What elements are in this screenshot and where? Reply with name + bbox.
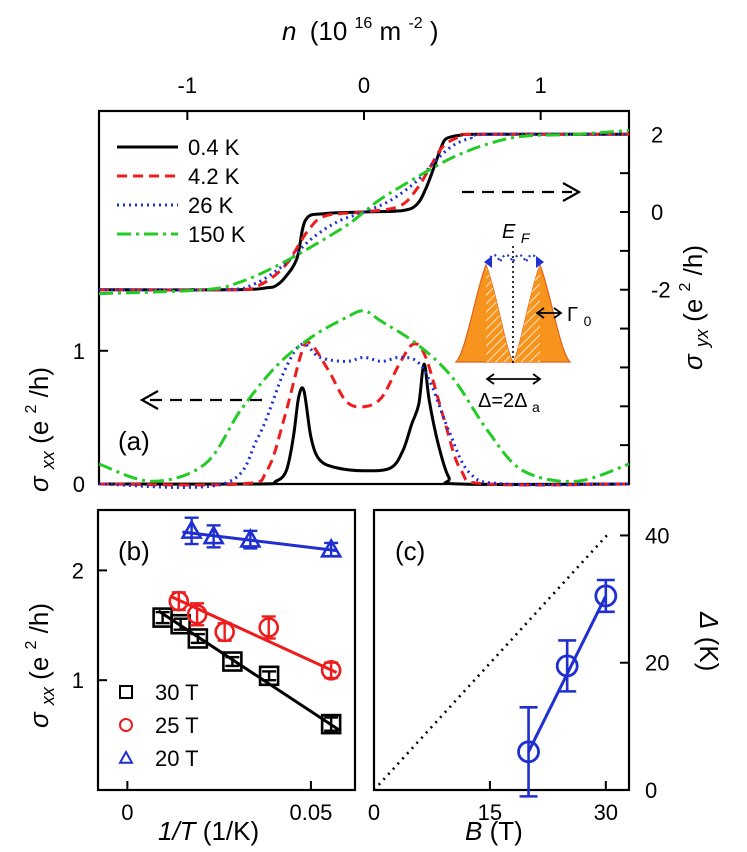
legend-triangle-icon [118, 749, 134, 764]
point-gap [555, 654, 579, 678]
panel-c-label: (c) [395, 536, 425, 566]
gamma-width-marker [535, 307, 563, 319]
point-30T [187, 628, 209, 649]
legend-marker [119, 718, 133, 732]
panel-c-data [373, 531, 618, 798]
panel-b-frame [96, 508, 357, 792]
right-tick-label: 2 [651, 122, 663, 147]
panel-a-legend: 0.4 K 4.2 K 26 K 150 K [117, 135, 246, 247]
panel-b-ylabel: σ xx (e 2 /h) [12, 603, 60, 728]
point-30T [222, 651, 243, 672]
curve-sigma-xx-4.2K [98, 340, 630, 487]
point-20T [239, 528, 262, 548]
curve-sigma-yx-0.4K [98, 132, 630, 292]
delta-width-marker [485, 373, 542, 385]
panel-c-frame [372, 508, 631, 792]
hopping-arcs [486, 253, 540, 265]
fermi-level-label: E F [502, 221, 531, 246]
point-20T [202, 524, 225, 545]
legend-label: 0.4 K [188, 135, 240, 160]
legend-label: 25 T [155, 713, 199, 738]
panel-b-label: (b) [118, 536, 150, 566]
left-peak-hatch [486, 265, 513, 362]
point-20T [319, 537, 343, 558]
delta-label: Δ=2Δ a [478, 390, 540, 415]
curve-sigma-yx-26K [98, 132, 630, 292]
right-peak-hatch [513, 265, 540, 362]
panel-a-curves [98, 128, 630, 489]
legend-label: 4.2 K [188, 164, 240, 189]
panel-c: B (T) Δ (K) 0 15 30 0 20 40 (c) [368, 508, 724, 846]
top-axis-title: n (10 16 m -2 ) [282, 4, 439, 46]
panel-b: σ xx (e 2 /h) 1/T (1/K) 0 0.05 1 2 (b) 30 T… [12, 508, 357, 846]
right-axis-title: σ yx (e 2 /h) [666, 245, 714, 370]
x-tick-label: 30 [594, 800, 618, 825]
panel-c-ylabel: Δ (K) [694, 611, 724, 671]
point-25T [186, 604, 208, 625]
arrow-right-sigma-yx [462, 182, 582, 202]
panel-a-ticks: -1 0 1 0 1 2 0 -2 [73, 73, 671, 497]
point-20T [180, 519, 203, 539]
panel-a-label: (a) [118, 426, 150, 456]
x-tick-label: 15 [478, 800, 502, 825]
legend-label: 30 T [155, 680, 199, 705]
panel-b-data [152, 516, 343, 735]
panel-c-xlabel: B (T) [465, 816, 523, 846]
y-tick-label: 0 [645, 778, 657, 803]
panel-a: n (10 16 m -2 ) σ xx (e 2 /h) σ yx (e 2 … [12, 4, 714, 497]
y-tick-label: 40 [645, 523, 669, 548]
legend-label: 26 K [188, 193, 234, 218]
curve-sigma-xx-150K [98, 309, 630, 484]
point-30T [258, 665, 280, 687]
x-tick-label: 0 [368, 800, 380, 825]
legend-label: 20 T [155, 746, 199, 771]
curve-sigma-yx-150K [98, 128, 630, 296]
point-gap [594, 584, 618, 608]
point-gap [517, 740, 540, 764]
panel-b-legend: 30 T 25 T 20 T [118, 680, 199, 771]
curve-sigma-xx-0.4K [98, 362, 630, 486]
hop-arrow-right-icon [536, 256, 544, 268]
hop-arrow-left-icon [484, 256, 492, 268]
top-tick-label: 0 [358, 73, 370, 98]
point-25T [320, 660, 342, 681]
point-25T [168, 590, 190, 612]
y-tick-label: 1 [72, 668, 84, 693]
curve-sigma-xx-26K [98, 342, 630, 489]
legend-label: 150 K [188, 222, 246, 247]
arrow-left-sigma-xx [139, 390, 262, 410]
gamma-label: Γ 0 [567, 304, 592, 329]
x-tick-label: 0.05 [290, 800, 333, 825]
left-tick-label: 1 [73, 339, 85, 364]
legend-marker [118, 749, 134, 764]
landau-level-inset: E F Γ 0 Δ=2Δ a [454, 221, 592, 415]
top-tick-label: 1 [535, 73, 547, 98]
panel-c-ticks: 0 15 30 0 20 40 [368, 523, 670, 825]
panel-b-ticks: 0 0.05 1 2 [72, 558, 333, 825]
x-tick-label: 0 [121, 800, 133, 825]
top-tick-label: -1 [178, 73, 198, 98]
legend-circle-icon [119, 718, 133, 732]
point-25T [214, 621, 235, 643]
right-tick-label: 0 [651, 200, 663, 225]
point-25T [258, 617, 280, 638]
right-tick-label: -2 [651, 278, 671, 303]
left-axis-title: σ xx (e 2 /h) [12, 367, 60, 492]
left-tick-label: 0 [73, 472, 85, 497]
legend-square-icon [119, 685, 133, 699]
panel-b-xlabel: 1/T (1/K) [158, 816, 259, 846]
point-30T [170, 613, 191, 635]
y-tick-label: 2 [72, 558, 84, 583]
legend-marker [119, 685, 133, 699]
fit-line-25T [170, 595, 338, 674]
point-30T [320, 713, 342, 735]
y-tick-label: 20 [645, 651, 669, 676]
